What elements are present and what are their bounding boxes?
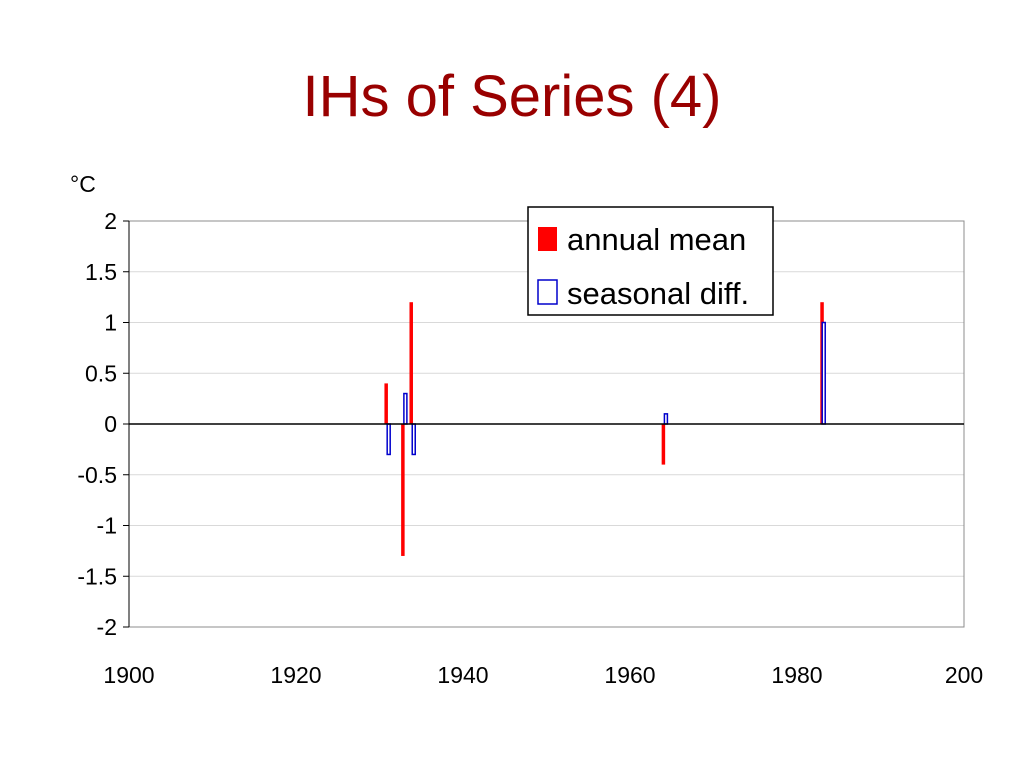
bars	[384, 302, 826, 556]
bar-seasonal-diff	[403, 392, 408, 425]
y-tick-label: 0	[104, 411, 117, 437]
x-axis-ticks: 1900 1920 1940 1960 1980 200	[103, 662, 983, 688]
y-tick-label: -0.5	[77, 462, 117, 488]
legend: annual mean seasonal diff.	[527, 206, 774, 316]
bar-seasonal-diff	[821, 321, 826, 425]
y-tick-label: 2	[104, 208, 117, 234]
legend-box	[527, 206, 774, 316]
bar-seasonal-diff	[663, 413, 669, 425]
y-tick-label: 1	[104, 310, 117, 336]
y-tick-label: 1.5	[85, 259, 117, 285]
bar-annual-mean	[661, 424, 666, 465]
legend-label-annual-mean: annual mean	[567, 222, 746, 257]
bar-annual-mean	[384, 383, 388, 424]
y-tick-label: 0.5	[85, 360, 117, 386]
x-tick-label: 1940	[437, 662, 488, 688]
y-tick-label: -1	[97, 513, 117, 539]
bar-seasonal-diff	[386, 423, 391, 456]
y-tick-label: -1.5	[77, 563, 117, 589]
x-tick-label: 1920	[270, 662, 321, 688]
y-axis-unit-label: °C	[70, 171, 96, 197]
y-tick-label: -2	[97, 614, 117, 640]
legend-label-seasonal-diff: seasonal diff.	[567, 276, 749, 311]
x-tick-label: 200	[945, 662, 983, 688]
bar-seasonal-diff	[411, 423, 416, 456]
legend-swatch-seasonal-diff	[537, 279, 558, 305]
bar-annual-mean	[401, 424, 405, 556]
x-tick-label: 1900	[103, 662, 154, 688]
bar-annual-mean	[409, 302, 413, 424]
slide-title: IHs of Series (4)	[302, 64, 722, 129]
x-tick-label: 1960	[604, 662, 655, 688]
legend-swatch-annual-mean	[538, 227, 557, 251]
y-axis-ticks: 2 1.5 1 0.5 0 -0.5 -1 -1.5 -2	[77, 208, 129, 640]
x-tick-label: 1980	[771, 662, 822, 688]
